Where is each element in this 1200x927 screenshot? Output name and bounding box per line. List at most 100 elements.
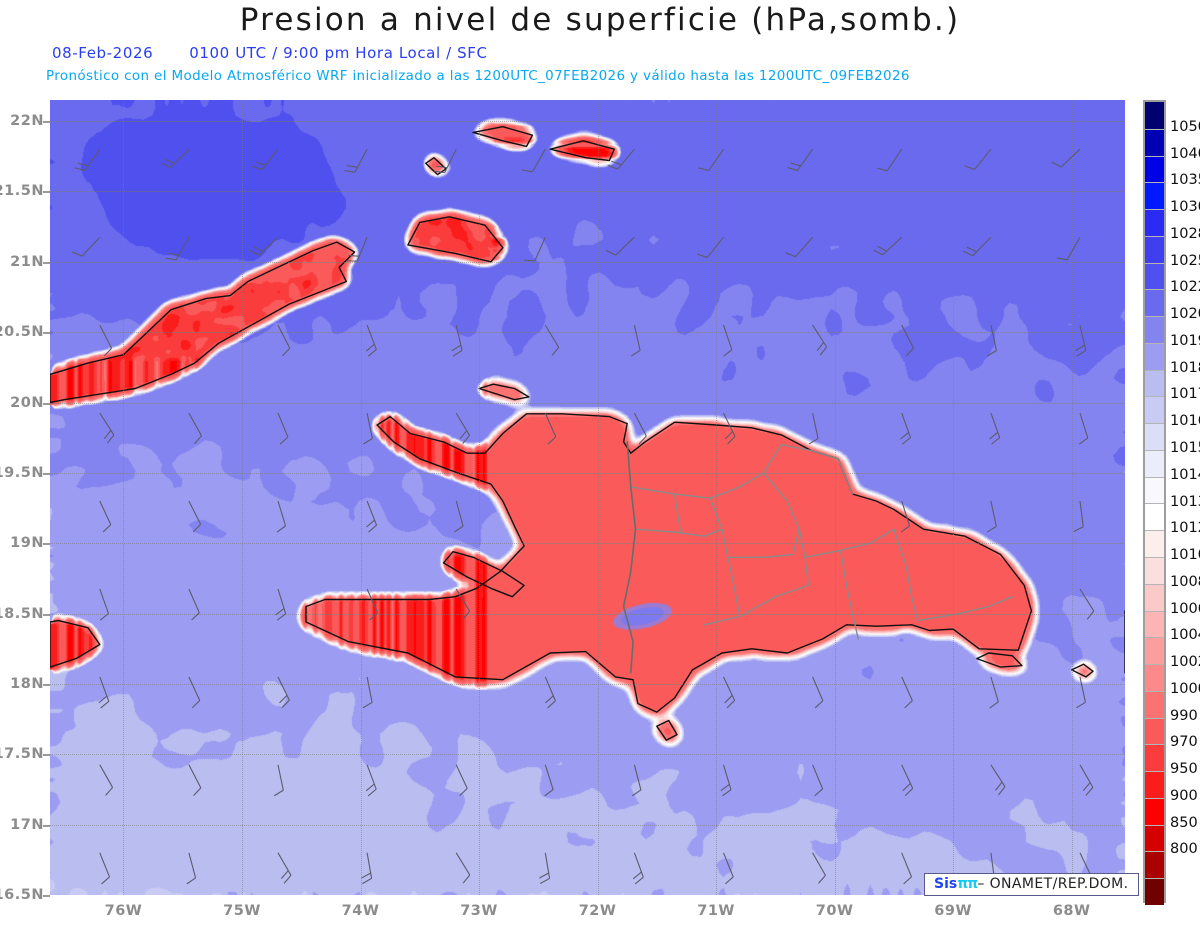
attribution-badge: Sisππ– ONAMET/REP.DOM. — [924, 873, 1139, 896]
wind-barb — [434, 148, 457, 174]
y-axis-tick — [43, 895, 50, 897]
province-border-path — [893, 528, 919, 622]
forecast-date: 08-Feb-2026 — [52, 44, 154, 62]
wind-barb — [99, 500, 112, 533]
wind-barb — [544, 676, 556, 709]
colorbar-swatch — [1145, 476, 1164, 504]
colorbar-swatch — [1145, 155, 1164, 183]
colorbar-tick-label: 1006 — [1170, 600, 1200, 617]
gridline-horizontal — [50, 683, 1125, 685]
wind-barb — [986, 500, 997, 533]
y-axis-label: 21N — [10, 253, 44, 270]
wind-barb — [1073, 500, 1084, 533]
x-axis-label: 72W — [578, 903, 617, 919]
wind-barb — [275, 588, 287, 621]
colorbar-tick-label: 1020 — [1170, 306, 1200, 323]
wind-barb — [787, 148, 814, 171]
wind-barb — [539, 852, 551, 885]
y-axis-label: 20.5N — [0, 324, 44, 341]
forecast-datetime-line: 08-Feb-2026 0100 UTC / 9:00 pm Hora Local… — [52, 44, 488, 62]
colorbar-swatch — [1145, 637, 1164, 665]
wind-barb — [361, 852, 373, 885]
colorbar-tick-label: 1025 — [1170, 252, 1200, 269]
y-axis-label: 19.5N — [0, 464, 44, 481]
wind-barb — [1051, 148, 1081, 168]
x-axis-label: 70W — [815, 903, 854, 919]
colorbar-swatch — [1145, 664, 1164, 691]
colorbar-tick-label: 1002 — [1170, 654, 1200, 671]
x-axis-label: 76W — [104, 903, 143, 919]
wind-barb — [454, 500, 464, 533]
y-axis-label: 21.5N — [0, 183, 44, 200]
colorbar-swatch — [1145, 128, 1164, 156]
wind-barb — [989, 412, 1001, 445]
colorbar-tick-label: 1050 — [1170, 118, 1200, 135]
colorbar-tick-label: 1014 — [1170, 466, 1200, 483]
pressure-colorbar[interactable] — [1143, 100, 1166, 905]
pressure-colorbar-labels: 1050 1040 1035 1030 1028 1025 1022 1020 1019 1018… — [1170, 100, 1200, 903]
colorbar-tick-label: 1017 — [1170, 386, 1200, 403]
colorbar-tick-label: 1015 — [1170, 439, 1200, 456]
colorbar-tick-label: 950 — [1170, 761, 1198, 778]
colorbar-swatch — [1145, 530, 1164, 558]
wind-barb — [277, 324, 291, 357]
colorbar-tick-label: 1016 — [1170, 413, 1200, 430]
colorbar-tick-label: 800 — [1170, 841, 1198, 858]
y-axis-tick — [43, 683, 50, 686]
gridline-horizontal — [50, 402, 1125, 404]
province-border-path — [622, 441, 637, 674]
y-axis-tick — [43, 191, 50, 194]
colorbar-tick-label: 900 — [1170, 787, 1198, 804]
colorbar-swatch — [1145, 423, 1164, 450]
coastline-path — [656, 719, 678, 741]
wind-barb — [276, 500, 287, 533]
colorbar-swatch — [1145, 396, 1164, 424]
wind-barb — [901, 676, 913, 709]
wind-barb — [876, 148, 903, 172]
colorbar-tick-label: 850 — [1170, 814, 1198, 831]
colorbar-tick-label: 990 — [1170, 707, 1198, 724]
gridline-vertical — [953, 100, 955, 895]
wind-barb — [632, 852, 644, 885]
y-axis-label: 16.5N — [0, 887, 44, 903]
x-axis-label: 73W — [460, 903, 498, 919]
province-border-path — [703, 584, 810, 626]
gridline-vertical — [716, 100, 718, 895]
wind-barb — [277, 676, 290, 709]
wind-barb — [607, 148, 635, 170]
wind-barb — [901, 852, 913, 885]
wind-barb — [165, 236, 190, 261]
wind-barb — [277, 412, 289, 445]
colorbar-tick-label: 970 — [1170, 734, 1198, 751]
wind-barb — [812, 852, 826, 884]
credit-agency-text: – ONAMET/REP.DOM. — [977, 876, 1129, 892]
wind-barb — [455, 412, 470, 444]
colorbar-tick-label: 1008 — [1170, 573, 1200, 590]
wind-barb — [812, 324, 828, 356]
province-border-path — [837, 458, 854, 495]
wind-barb — [362, 676, 373, 709]
coastline-path — [478, 383, 530, 401]
wind-barb — [722, 324, 733, 357]
province-border-path — [630, 444, 782, 499]
province-border-path — [792, 528, 800, 556]
wind-barb — [873, 236, 903, 256]
wind-barb — [812, 676, 824, 709]
wind-barb — [366, 588, 379, 621]
wind-barb — [631, 764, 642, 797]
coastlines-and-borders-layer — [50, 126, 1125, 741]
province-border-path — [839, 549, 859, 640]
wind-barb — [365, 764, 377, 797]
map-plot-area[interactable] — [50, 100, 1125, 895]
x-axis-label: 71W — [697, 903, 735, 919]
wind-barb — [723, 676, 736, 709]
wind-barb — [455, 852, 471, 884]
wind-barb — [1078, 412, 1089, 445]
wind-barb — [363, 412, 373, 445]
wind-barb — [901, 324, 915, 357]
colorbar-swatch — [1145, 744, 1164, 772]
colorbar-tick-label: 1035 — [1170, 172, 1200, 189]
wind-barb — [544, 412, 557, 445]
coastline-path — [976, 652, 1023, 668]
y-axis-label: 19N — [10, 535, 44, 552]
